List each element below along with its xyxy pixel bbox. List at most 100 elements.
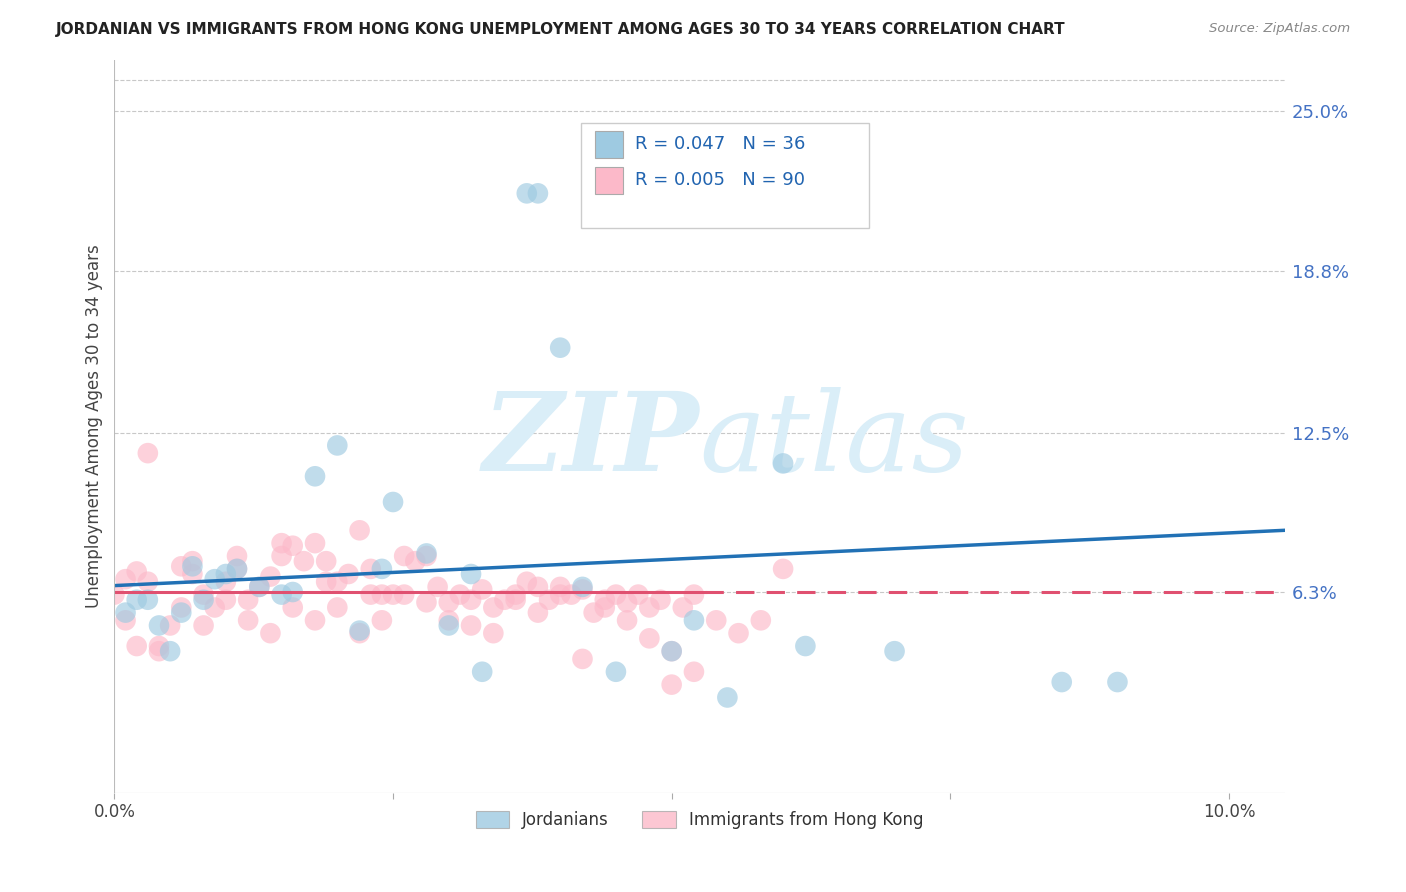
Point bbox=[337, 567, 360, 582]
Point bbox=[605, 588, 627, 602]
Point bbox=[415, 595, 437, 609]
Text: Source: ZipAtlas.com: Source: ZipAtlas.com bbox=[1209, 22, 1350, 36]
Point bbox=[638, 600, 661, 615]
Point bbox=[627, 588, 650, 602]
Point bbox=[170, 606, 193, 620]
Point bbox=[226, 562, 249, 576]
Point bbox=[215, 574, 238, 589]
Point bbox=[215, 592, 238, 607]
Point bbox=[638, 632, 661, 646]
Point bbox=[136, 446, 159, 460]
Point bbox=[404, 554, 426, 568]
Point bbox=[482, 626, 505, 640]
Point bbox=[382, 495, 405, 509]
Point bbox=[193, 592, 215, 607]
Point bbox=[571, 652, 593, 666]
Point bbox=[125, 639, 148, 653]
Point bbox=[304, 613, 326, 627]
Point bbox=[360, 562, 382, 576]
Point bbox=[259, 626, 281, 640]
Point bbox=[505, 588, 527, 602]
Point bbox=[148, 644, 170, 658]
Point bbox=[349, 524, 371, 538]
Point bbox=[281, 539, 304, 553]
Point bbox=[772, 562, 794, 576]
Point bbox=[794, 639, 817, 653]
Point bbox=[683, 588, 706, 602]
Text: ZIP: ZIP bbox=[482, 387, 700, 494]
Text: R = 0.005   N = 90: R = 0.005 N = 90 bbox=[634, 170, 804, 188]
Point bbox=[538, 592, 561, 607]
Point bbox=[371, 588, 394, 602]
Point bbox=[181, 567, 204, 582]
Point bbox=[527, 606, 550, 620]
Point bbox=[281, 585, 304, 599]
Text: R = 0.047   N = 36: R = 0.047 N = 36 bbox=[634, 135, 806, 153]
Point bbox=[236, 592, 259, 607]
Point bbox=[460, 592, 482, 607]
Point bbox=[548, 341, 571, 355]
Point bbox=[136, 574, 159, 589]
Point bbox=[136, 592, 159, 607]
Point bbox=[204, 572, 226, 586]
Point bbox=[114, 606, 136, 620]
Point bbox=[516, 186, 538, 201]
Point bbox=[392, 588, 415, 602]
Point bbox=[281, 600, 304, 615]
Point bbox=[661, 678, 683, 692]
Point bbox=[360, 588, 382, 602]
Point bbox=[672, 600, 695, 615]
Point bbox=[270, 536, 292, 550]
Point bbox=[226, 562, 249, 576]
Point bbox=[548, 588, 571, 602]
Point bbox=[125, 592, 148, 607]
Point bbox=[727, 626, 749, 640]
Point bbox=[616, 613, 638, 627]
FancyBboxPatch shape bbox=[114, 0, 1406, 754]
Point bbox=[1050, 675, 1073, 690]
Point bbox=[749, 613, 772, 627]
Point bbox=[527, 580, 550, 594]
Point bbox=[371, 613, 394, 627]
Point bbox=[650, 592, 672, 607]
Point bbox=[716, 690, 738, 705]
Point bbox=[516, 574, 538, 589]
Point bbox=[482, 600, 505, 615]
Point bbox=[247, 580, 270, 594]
Point bbox=[426, 580, 449, 594]
Point bbox=[437, 613, 460, 627]
Point bbox=[593, 592, 616, 607]
Point bbox=[505, 592, 527, 607]
Y-axis label: Unemployment Among Ages 30 to 34 years: Unemployment Among Ages 30 to 34 years bbox=[86, 244, 103, 608]
Point bbox=[304, 469, 326, 483]
Point bbox=[236, 613, 259, 627]
Point bbox=[1107, 675, 1129, 690]
Point bbox=[193, 618, 215, 632]
Point bbox=[460, 567, 482, 582]
Text: atlas: atlas bbox=[700, 387, 969, 494]
Point bbox=[148, 618, 170, 632]
Point bbox=[571, 580, 593, 594]
Point bbox=[204, 600, 226, 615]
Point bbox=[582, 606, 605, 620]
Point bbox=[304, 536, 326, 550]
Point bbox=[449, 588, 471, 602]
Point bbox=[437, 618, 460, 632]
Point bbox=[593, 600, 616, 615]
Point bbox=[315, 574, 337, 589]
Point bbox=[460, 618, 482, 632]
Point bbox=[560, 588, 582, 602]
Point bbox=[683, 613, 706, 627]
Point bbox=[292, 554, 315, 568]
Point bbox=[605, 665, 627, 679]
Point bbox=[415, 549, 437, 563]
Point bbox=[193, 588, 215, 602]
Point bbox=[571, 582, 593, 597]
Point bbox=[772, 457, 794, 471]
Point bbox=[494, 592, 516, 607]
Point bbox=[661, 644, 683, 658]
Point bbox=[114, 572, 136, 586]
Point bbox=[704, 613, 727, 627]
Point bbox=[471, 582, 494, 597]
Point bbox=[415, 546, 437, 560]
